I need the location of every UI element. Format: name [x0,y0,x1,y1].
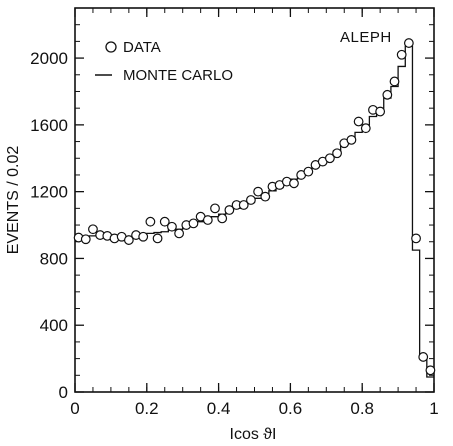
data-point [138,231,149,242]
x-tick-label: 0.6 [279,399,303,418]
x-tick-label: 1 [429,399,438,418]
x-tick-label: 0.8 [350,399,374,418]
data-point [411,233,421,244]
x-tick-label: 0.4 [207,399,231,418]
data-point [425,365,436,376]
data-point [145,216,156,227]
y-tick-label: 1200 [30,183,68,202]
y-tick-label: 400 [40,316,68,335]
data-point [353,116,364,127]
data-point [123,235,134,245]
y-axis-title: EVENTS / 0.02 [5,146,22,255]
data-point [382,89,393,100]
data-point [375,106,386,117]
data-point [289,178,299,189]
x-tick-label: 0.2 [135,399,159,418]
data-point [217,213,228,224]
data-point [80,234,91,245]
y-tick-label: 1600 [30,116,68,135]
data-point [167,221,177,232]
data-point [260,191,271,202]
legend: DATA MONTE CARLO [95,39,233,84]
data-point [403,38,414,48]
x-axis-title: Icos ϑI [230,426,277,443]
data-point [159,216,170,227]
data-point [202,215,213,225]
data-point [360,123,371,134]
data-point [210,203,220,214]
data-point [188,218,199,229]
data-point [238,200,249,210]
data-point [253,186,263,197]
experiment-label: ALEPH [340,29,392,46]
legend-mc-label: MONTE CARLO [123,67,233,84]
data-point [332,148,342,159]
x-tick-label: 0 [70,399,79,418]
y-tick-label: 2000 [30,49,68,68]
y-tick-label: 0 [59,383,68,402]
data-point [303,166,314,177]
data-point [174,228,185,239]
data-point [224,205,235,215]
data-point [324,153,335,164]
data-point [88,224,98,235]
y-tick-label: 800 [40,249,68,268]
data-point [246,195,256,205]
data-point [152,233,163,244]
legend-data-label: DATA [123,39,161,56]
data-point [346,134,357,145]
mc-histogram [75,45,434,378]
data-point [396,49,407,60]
data-point [418,352,429,362]
legend-data-marker [105,41,117,53]
data-point [389,76,400,87]
